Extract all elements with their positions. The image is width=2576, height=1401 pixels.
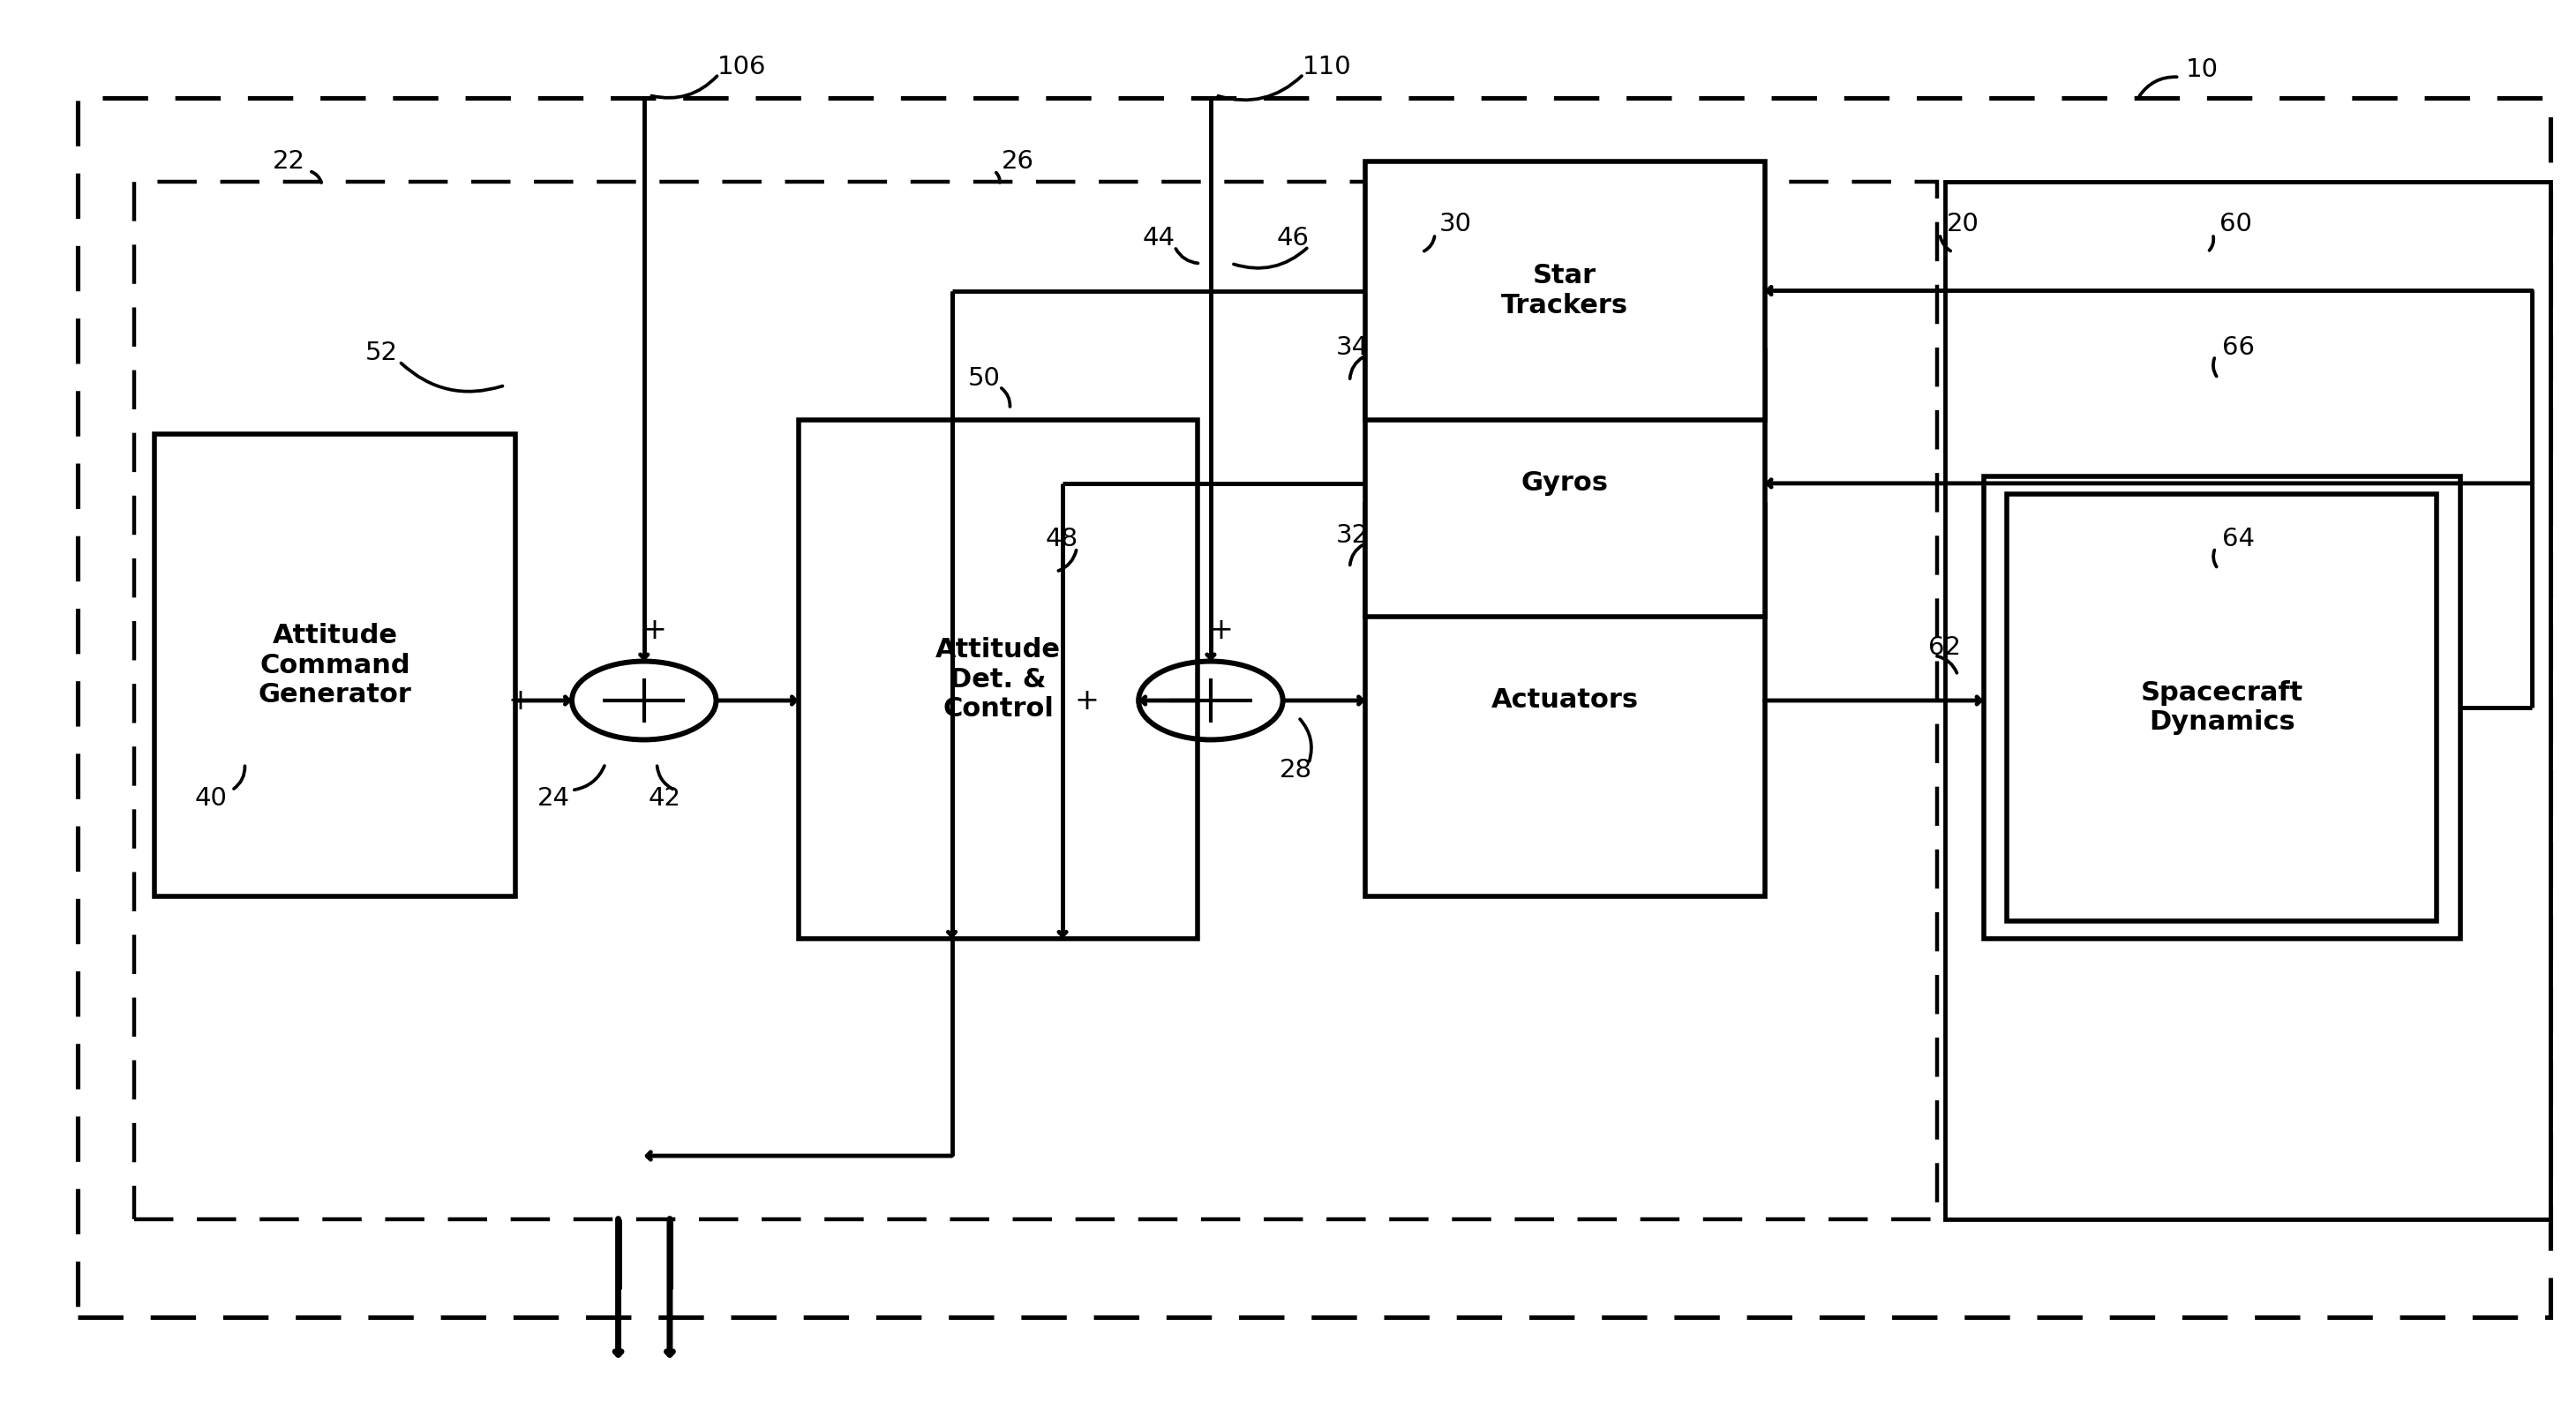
- FancyBboxPatch shape: [2007, 495, 2437, 920]
- FancyBboxPatch shape: [1984, 476, 2460, 939]
- Text: Gyros: Gyros: [1522, 471, 1607, 496]
- Text: 26: 26: [1002, 149, 1033, 174]
- Text: 28: 28: [1280, 758, 1311, 783]
- Text: Star
Trackers: Star Trackers: [1502, 263, 1628, 318]
- FancyBboxPatch shape: [1945, 182, 2550, 1219]
- FancyBboxPatch shape: [134, 182, 1937, 1219]
- FancyBboxPatch shape: [77, 98, 2550, 1317]
- Text: 64: 64: [2223, 527, 2254, 552]
- Text: 62: 62: [1929, 635, 1960, 660]
- Text: 110: 110: [1301, 55, 1352, 80]
- FancyBboxPatch shape: [155, 434, 515, 897]
- FancyBboxPatch shape: [1365, 161, 1765, 420]
- Text: 40: 40: [196, 786, 227, 811]
- Text: 46: 46: [1278, 226, 1309, 251]
- Text: 20: 20: [1947, 212, 1978, 237]
- Text: 60: 60: [2221, 212, 2251, 237]
- Text: 42: 42: [649, 786, 680, 811]
- Text: 48: 48: [1046, 527, 1077, 552]
- Text: Spacecraft
Dynamics: Spacecraft Dynamics: [2141, 679, 2303, 736]
- Text: +: +: [1208, 616, 1234, 644]
- Text: Attitude
Command
Generator: Attitude Command Generator: [258, 623, 412, 708]
- Text: +: +: [1074, 686, 1100, 715]
- Text: +: +: [507, 686, 533, 715]
- FancyBboxPatch shape: [1365, 350, 1765, 616]
- Text: 52: 52: [366, 340, 397, 366]
- Text: 10: 10: [2187, 57, 2218, 83]
- Text: 106: 106: [716, 55, 768, 80]
- Text: Attitude
Det. &
Control: Attitude Det. & Control: [935, 637, 1061, 722]
- FancyBboxPatch shape: [799, 420, 1198, 939]
- Text: 44: 44: [1144, 226, 1175, 251]
- Text: 30: 30: [1440, 212, 1471, 237]
- Text: Actuators: Actuators: [1492, 688, 1638, 713]
- Text: 66: 66: [2223, 335, 2254, 360]
- Text: 22: 22: [273, 149, 304, 174]
- Text: 50: 50: [969, 366, 999, 391]
- Text: 34: 34: [1337, 335, 1368, 360]
- Text: 32: 32: [1337, 523, 1368, 548]
- Text: +: +: [641, 616, 667, 644]
- FancyBboxPatch shape: [1365, 504, 1765, 897]
- Text: 24: 24: [538, 786, 569, 811]
